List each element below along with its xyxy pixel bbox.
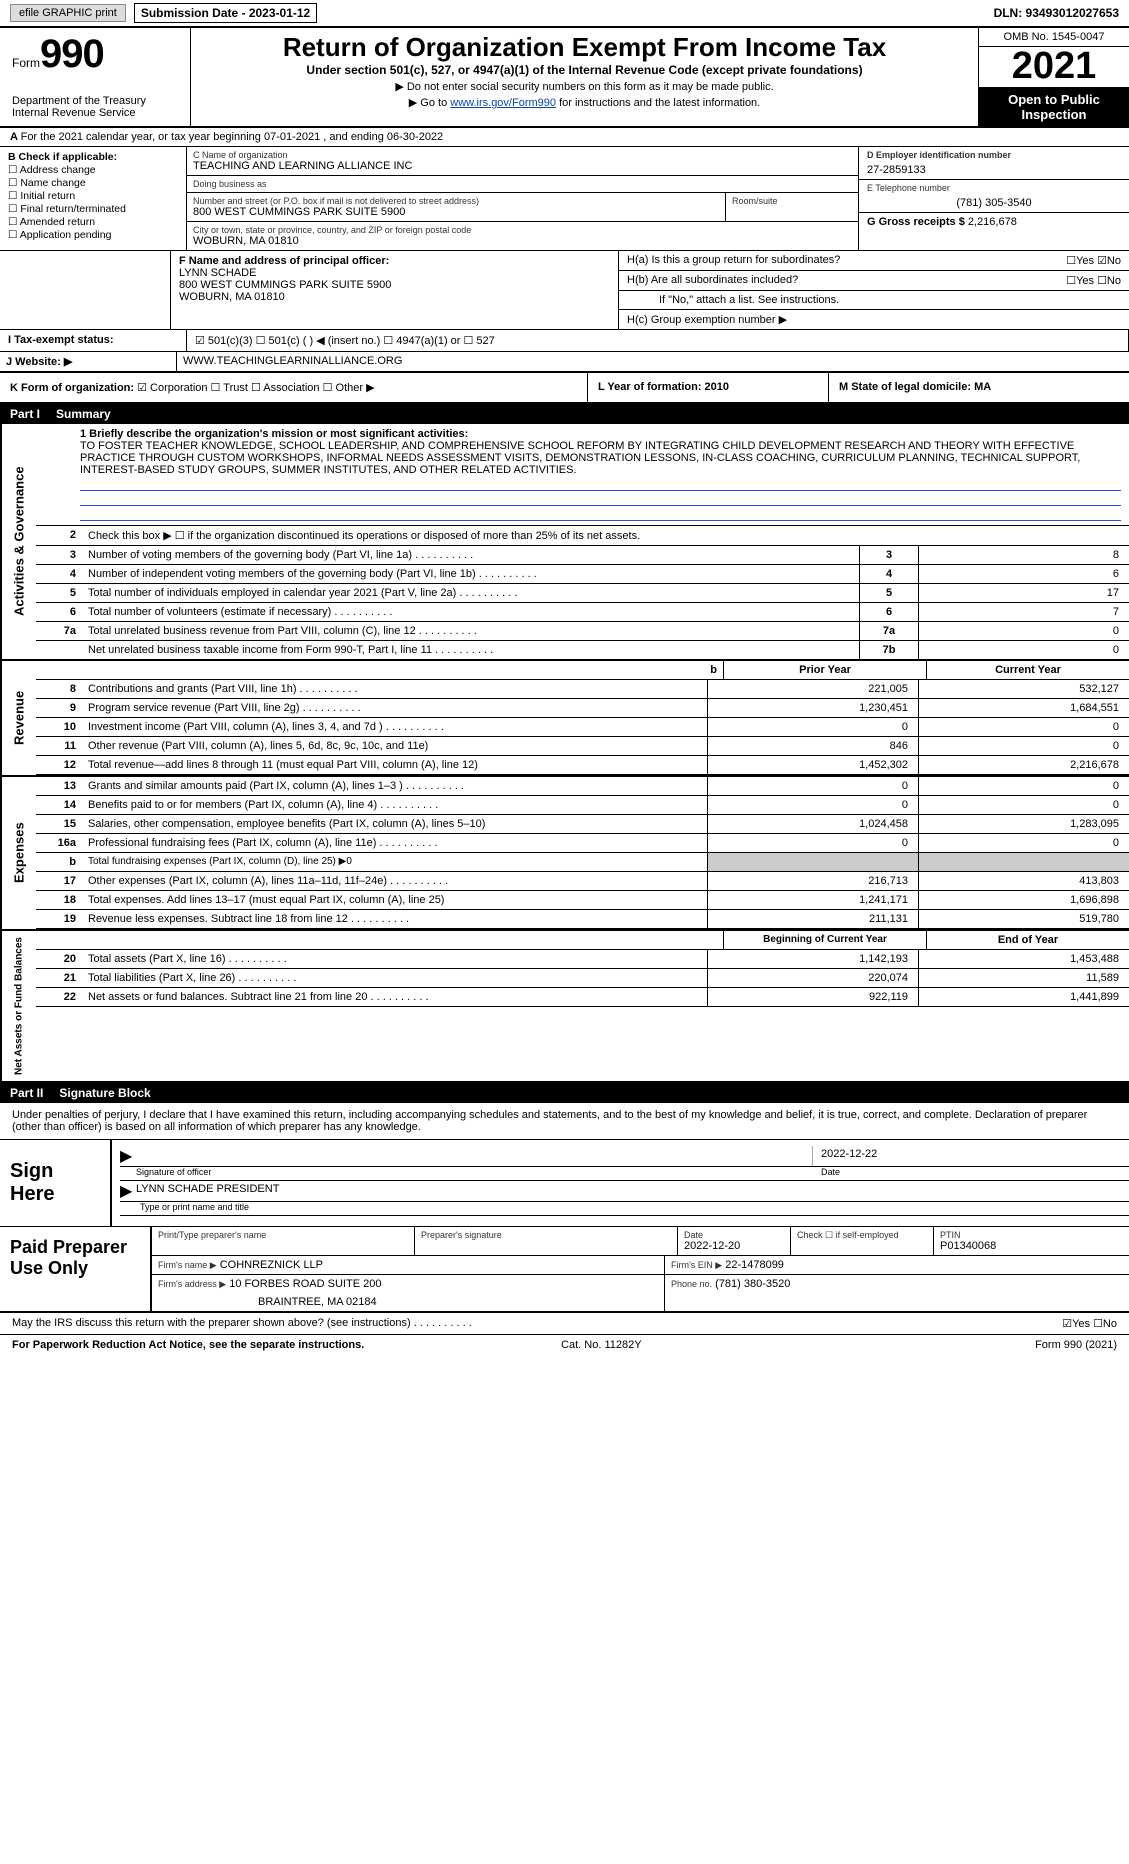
side-bal: Net Assets or Fund Balances xyxy=(0,931,36,1081)
street: 800 WEST CUMMINGS PARK SUITE 5900 xyxy=(193,206,719,218)
line-l: L Year of formation: 2010 xyxy=(588,373,829,402)
chk-address[interactable]: Address change xyxy=(8,164,178,176)
chk-initial[interactable]: Initial return xyxy=(8,190,178,202)
discuss-row: May the IRS discuss this return with the… xyxy=(0,1313,1129,1335)
ptin: P01340068 xyxy=(940,1240,1123,1252)
section-fh: F Name and address of principal officer:… xyxy=(0,251,1129,330)
form-subtitle: Under section 501(c), 527, or 4947(a)(1)… xyxy=(197,63,972,77)
ha-yn[interactable]: ☐Yes ☑No xyxy=(1066,254,1121,267)
part-i-ag: Activities & Governance 1 Briefly descri… xyxy=(0,424,1129,661)
firm-name: COHNREZNICK LLP xyxy=(220,1259,323,1271)
topbar: efile GRAPHIC print Submission Date - 20… xyxy=(0,0,1129,28)
chk-name[interactable]: Name change xyxy=(8,177,178,189)
website: WWW.TEACHINGLEARNINALLIANCE.ORG xyxy=(177,352,1129,371)
submission-date: Submission Date - 2023-01-12 xyxy=(134,3,317,23)
line-j: J Website: ▶ WWW.TEACHINGLEARNINALLIANCE… xyxy=(0,352,1129,373)
declaration: Under penalties of perjury, I declare th… xyxy=(0,1103,1129,1140)
col-c: C Name of organization TEACHING AND LEAR… xyxy=(187,147,858,250)
tax-year: 2021 xyxy=(979,47,1129,88)
k-opts[interactable]: ☑ Corporation ☐ Trust ☐ Association ☐ Ot… xyxy=(137,382,374,394)
dln: DLN: 93493012027653 xyxy=(994,6,1119,20)
col-b: B Check if applicable: Address change Na… xyxy=(0,147,187,250)
sign-here: Sign Here ▶2022-12-22 Signature of offic… xyxy=(0,1140,1129,1227)
officer-name-printed: LYNN SCHADE PRESIDENT xyxy=(132,1181,1129,1201)
city: WOBURN, MA 01810 xyxy=(193,235,852,247)
col-deg: D Employer identification number 27-2859… xyxy=(858,147,1129,250)
line-i: I Tax-exempt status: ☑ 501(c)(3) ☐ 501(c… xyxy=(0,330,1129,352)
form-title: Return of Organization Exempt From Incom… xyxy=(197,32,972,63)
open-public: Open to Public Inspection xyxy=(979,88,1129,126)
footer: For Paperwork Reduction Act Notice, see … xyxy=(0,1335,1129,1355)
line-klm: K Form of organization: ☑ Corporation ☐ … xyxy=(0,373,1129,404)
mission-text: TO FOSTER TEACHER KNOWLEDGE, SCHOOL LEAD… xyxy=(80,440,1121,476)
side-exp: Expenses xyxy=(0,777,36,929)
form-header: Form990 Department of the Treasury Inter… xyxy=(0,28,1129,128)
phone: (781) 305-3540 xyxy=(867,193,1121,209)
instr-2: ▶ Go to www.irs.gov/Form990 for instruct… xyxy=(197,96,972,109)
efile-btn[interactable]: efile GRAPHIC print xyxy=(10,4,126,22)
ein: 27-2859133 xyxy=(867,160,1121,176)
chk-amended[interactable]: Amended return xyxy=(8,216,178,228)
chk-final[interactable]: Final return/terminated xyxy=(8,203,178,215)
instr-1: ▶ Do not enter social security numbers o… xyxy=(197,80,972,93)
paid-preparer: Paid Preparer Use Only Print/Type prepar… xyxy=(0,1227,1129,1313)
firm-phone: (781) 380-3520 xyxy=(715,1278,790,1290)
form-number: 990 xyxy=(40,32,104,76)
part-i-exp: Expenses 13Grants and similar amounts pa… xyxy=(0,777,1129,931)
line-m: M State of legal domicile: MA xyxy=(829,373,1129,402)
part-i-rev: Revenue bPrior YearCurrent Year 8Contrib… xyxy=(0,661,1129,777)
discuss-yn[interactable]: ☑Yes ☐No xyxy=(1062,1317,1117,1330)
form-label: Form xyxy=(12,56,40,70)
section-bcdeg: B Check if applicable: Address change Na… xyxy=(0,147,1129,251)
line-a: A For the 2021 calendar year, or tax yea… xyxy=(0,128,1129,147)
org-name: TEACHING AND LEARNING ALLIANCE INC xyxy=(193,160,852,172)
side-ag: Activities & Governance xyxy=(0,424,36,659)
dept: Department of the Treasury Internal Reve… xyxy=(12,95,182,119)
form990-link[interactable]: www.irs.gov/Form990 xyxy=(450,97,556,109)
part-ii-header: Part II Signature Block xyxy=(0,1083,1129,1103)
gross-receipts: 2,216,678 xyxy=(968,216,1017,228)
firm-ein: 22-1478099 xyxy=(725,1259,784,1271)
side-rev: Revenue xyxy=(0,661,36,775)
part-i-header: Part I Summary xyxy=(0,404,1129,424)
part-i-bal: Net Assets or Fund Balances Beginning of… xyxy=(0,931,1129,1083)
tax-status-opts[interactable]: ☑ 501(c)(3) ☐ 501(c) ( ) ◀ (insert no.) … xyxy=(187,330,1129,351)
officer-name: LYNN SCHADE xyxy=(179,267,610,279)
hb-yn[interactable]: ☐Yes ☐No xyxy=(1066,274,1121,287)
chk-pending[interactable]: Application pending xyxy=(8,229,178,241)
